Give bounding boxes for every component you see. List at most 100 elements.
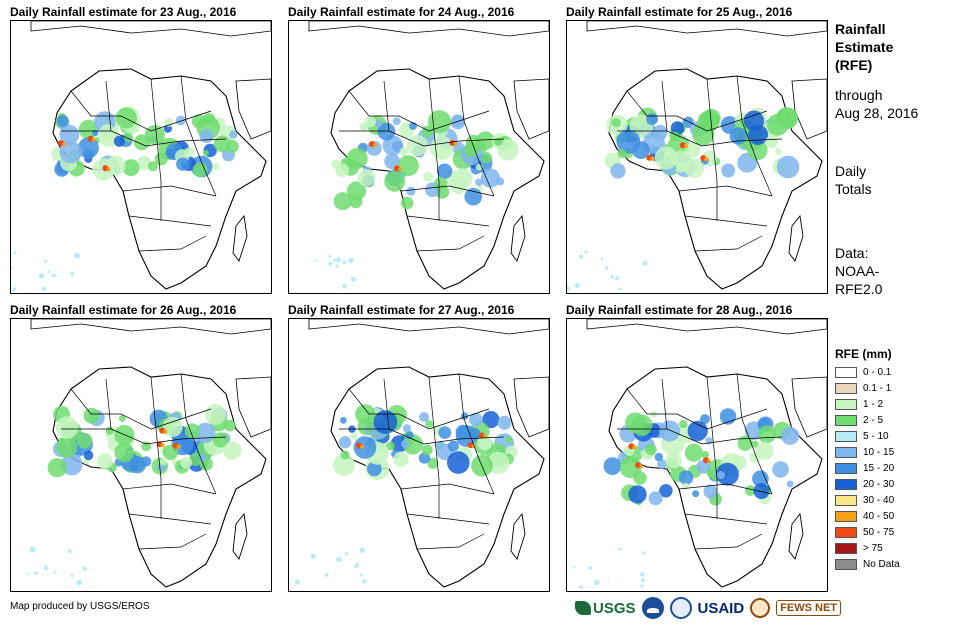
rainfall-cell xyxy=(687,420,708,441)
legend-label: 20 - 30 xyxy=(863,478,895,490)
ocean-rain-cell xyxy=(584,250,588,254)
country-border xyxy=(736,75,773,197)
rainfall-hotspot xyxy=(106,167,111,172)
europe-outline xyxy=(308,319,549,335)
rainfall-cell xyxy=(159,458,167,466)
ocean-rain-cell xyxy=(47,270,51,274)
madagascar-outline xyxy=(232,214,248,262)
rainfall-cell xyxy=(645,443,657,456)
rainfall-cell xyxy=(192,162,208,178)
legend-swatch xyxy=(835,414,857,426)
ocean-rain-cell xyxy=(38,273,45,279)
through-label: through xyxy=(835,87,883,103)
through-date: through Aug 28, 2016 xyxy=(835,86,918,122)
ocean-rain-cell xyxy=(600,257,604,261)
rainfall-cell xyxy=(729,127,747,145)
dhs-seal-icon xyxy=(669,597,692,619)
ocean-rain-cell xyxy=(359,547,365,553)
country-border xyxy=(180,75,217,197)
data-source-line: RFE2.0 xyxy=(835,281,883,297)
rainfall-cell xyxy=(685,142,701,158)
legend-row: 0.1 - 1 xyxy=(835,380,960,396)
madagascar-outline xyxy=(788,512,804,560)
rainfall-hotspot xyxy=(398,167,402,172)
ocean-rain xyxy=(572,547,646,589)
country-border xyxy=(694,533,763,550)
rainfall-cell xyxy=(374,119,383,128)
ocean-rain-cell xyxy=(53,571,56,574)
legend-swatch xyxy=(835,462,857,474)
rainfall-cell xyxy=(603,457,622,475)
ocean-rain xyxy=(567,250,648,292)
rainfall-cell xyxy=(123,132,133,143)
legend-label: 0.1 - 1 xyxy=(863,382,892,394)
ocean-rain-cell xyxy=(579,254,583,259)
ocean-rain-cell xyxy=(574,282,580,289)
ocean-rain-cell xyxy=(12,287,17,291)
rainfall-cell xyxy=(480,168,501,188)
rainfall-cell xyxy=(136,155,152,171)
rainfall-cell xyxy=(469,428,481,440)
legend-row: 1 - 2 xyxy=(835,396,960,412)
rainfall-cell xyxy=(402,424,411,433)
rainfall-hotspot xyxy=(453,141,458,146)
rfe-heading: Rainfall Estimate (RFE) xyxy=(835,20,893,74)
rainfall-map xyxy=(288,318,550,592)
country-border xyxy=(138,533,207,550)
rainfall-cell xyxy=(703,484,718,499)
rainfall-cell xyxy=(487,451,510,474)
rainfall-cell xyxy=(757,425,776,444)
ocean-rain-cell xyxy=(336,556,342,563)
rainfall-cell xyxy=(96,453,113,470)
partner-logos: USGS USAID FEWS NET xyxy=(575,594,842,622)
rainfall-cell xyxy=(665,452,682,469)
country-border xyxy=(122,185,217,197)
country-border xyxy=(122,483,217,495)
rainfall-cell xyxy=(611,118,621,128)
ocean-rain-cell xyxy=(70,574,74,578)
rainfall-cell xyxy=(452,168,473,189)
legend-row: No Data xyxy=(835,556,960,572)
country-border xyxy=(678,185,773,197)
africa-map-svg xyxy=(572,319,827,589)
rainfall-hotspot xyxy=(683,144,688,149)
ocean-rain-cell xyxy=(354,563,359,568)
rainfall-cell xyxy=(212,163,220,171)
rainfall-map xyxy=(566,20,828,294)
rainfall-cell xyxy=(752,470,769,487)
rainfall-cell xyxy=(184,147,195,158)
rainfall-cell xyxy=(737,435,753,451)
rainfall-cell xyxy=(628,485,647,504)
ocean-rain xyxy=(294,547,367,585)
rainfall-cell xyxy=(176,157,190,171)
data-source-line: Data: xyxy=(835,245,869,261)
rainfall-cell xyxy=(213,135,231,153)
rainfall-cell xyxy=(122,159,140,177)
country-border xyxy=(458,75,495,197)
country-border xyxy=(428,78,440,221)
rainfall-cell xyxy=(400,196,414,210)
rainfall-cell xyxy=(349,194,363,209)
rainfall-cell xyxy=(659,484,673,498)
arabia-outline xyxy=(235,78,271,140)
rainfall-cell xyxy=(465,134,482,150)
country-border xyxy=(61,428,227,445)
rainfall-cell xyxy=(617,149,627,159)
ocean-rain-cell xyxy=(342,284,347,289)
ocean-rain-cell xyxy=(70,271,75,276)
rainfall-cell xyxy=(696,459,711,474)
rainfall-cell xyxy=(419,412,430,422)
ocean-rain xyxy=(314,254,356,289)
rainfall-cell xyxy=(175,115,186,126)
country-border xyxy=(736,373,773,495)
rainfall-cell xyxy=(464,187,482,206)
rainfall-cell xyxy=(392,117,401,126)
rainfall-cell xyxy=(355,404,376,425)
ocean-rain-cell xyxy=(360,573,363,577)
legend-row: 30 - 40 xyxy=(835,492,960,508)
rainfall-hotspot xyxy=(707,459,711,464)
fews-net-logo: FEWS NET xyxy=(776,600,842,616)
legend-label: 2 - 5 xyxy=(863,414,884,426)
legend-row: 20 - 30 xyxy=(835,476,960,492)
rainfall-cell xyxy=(401,439,410,449)
